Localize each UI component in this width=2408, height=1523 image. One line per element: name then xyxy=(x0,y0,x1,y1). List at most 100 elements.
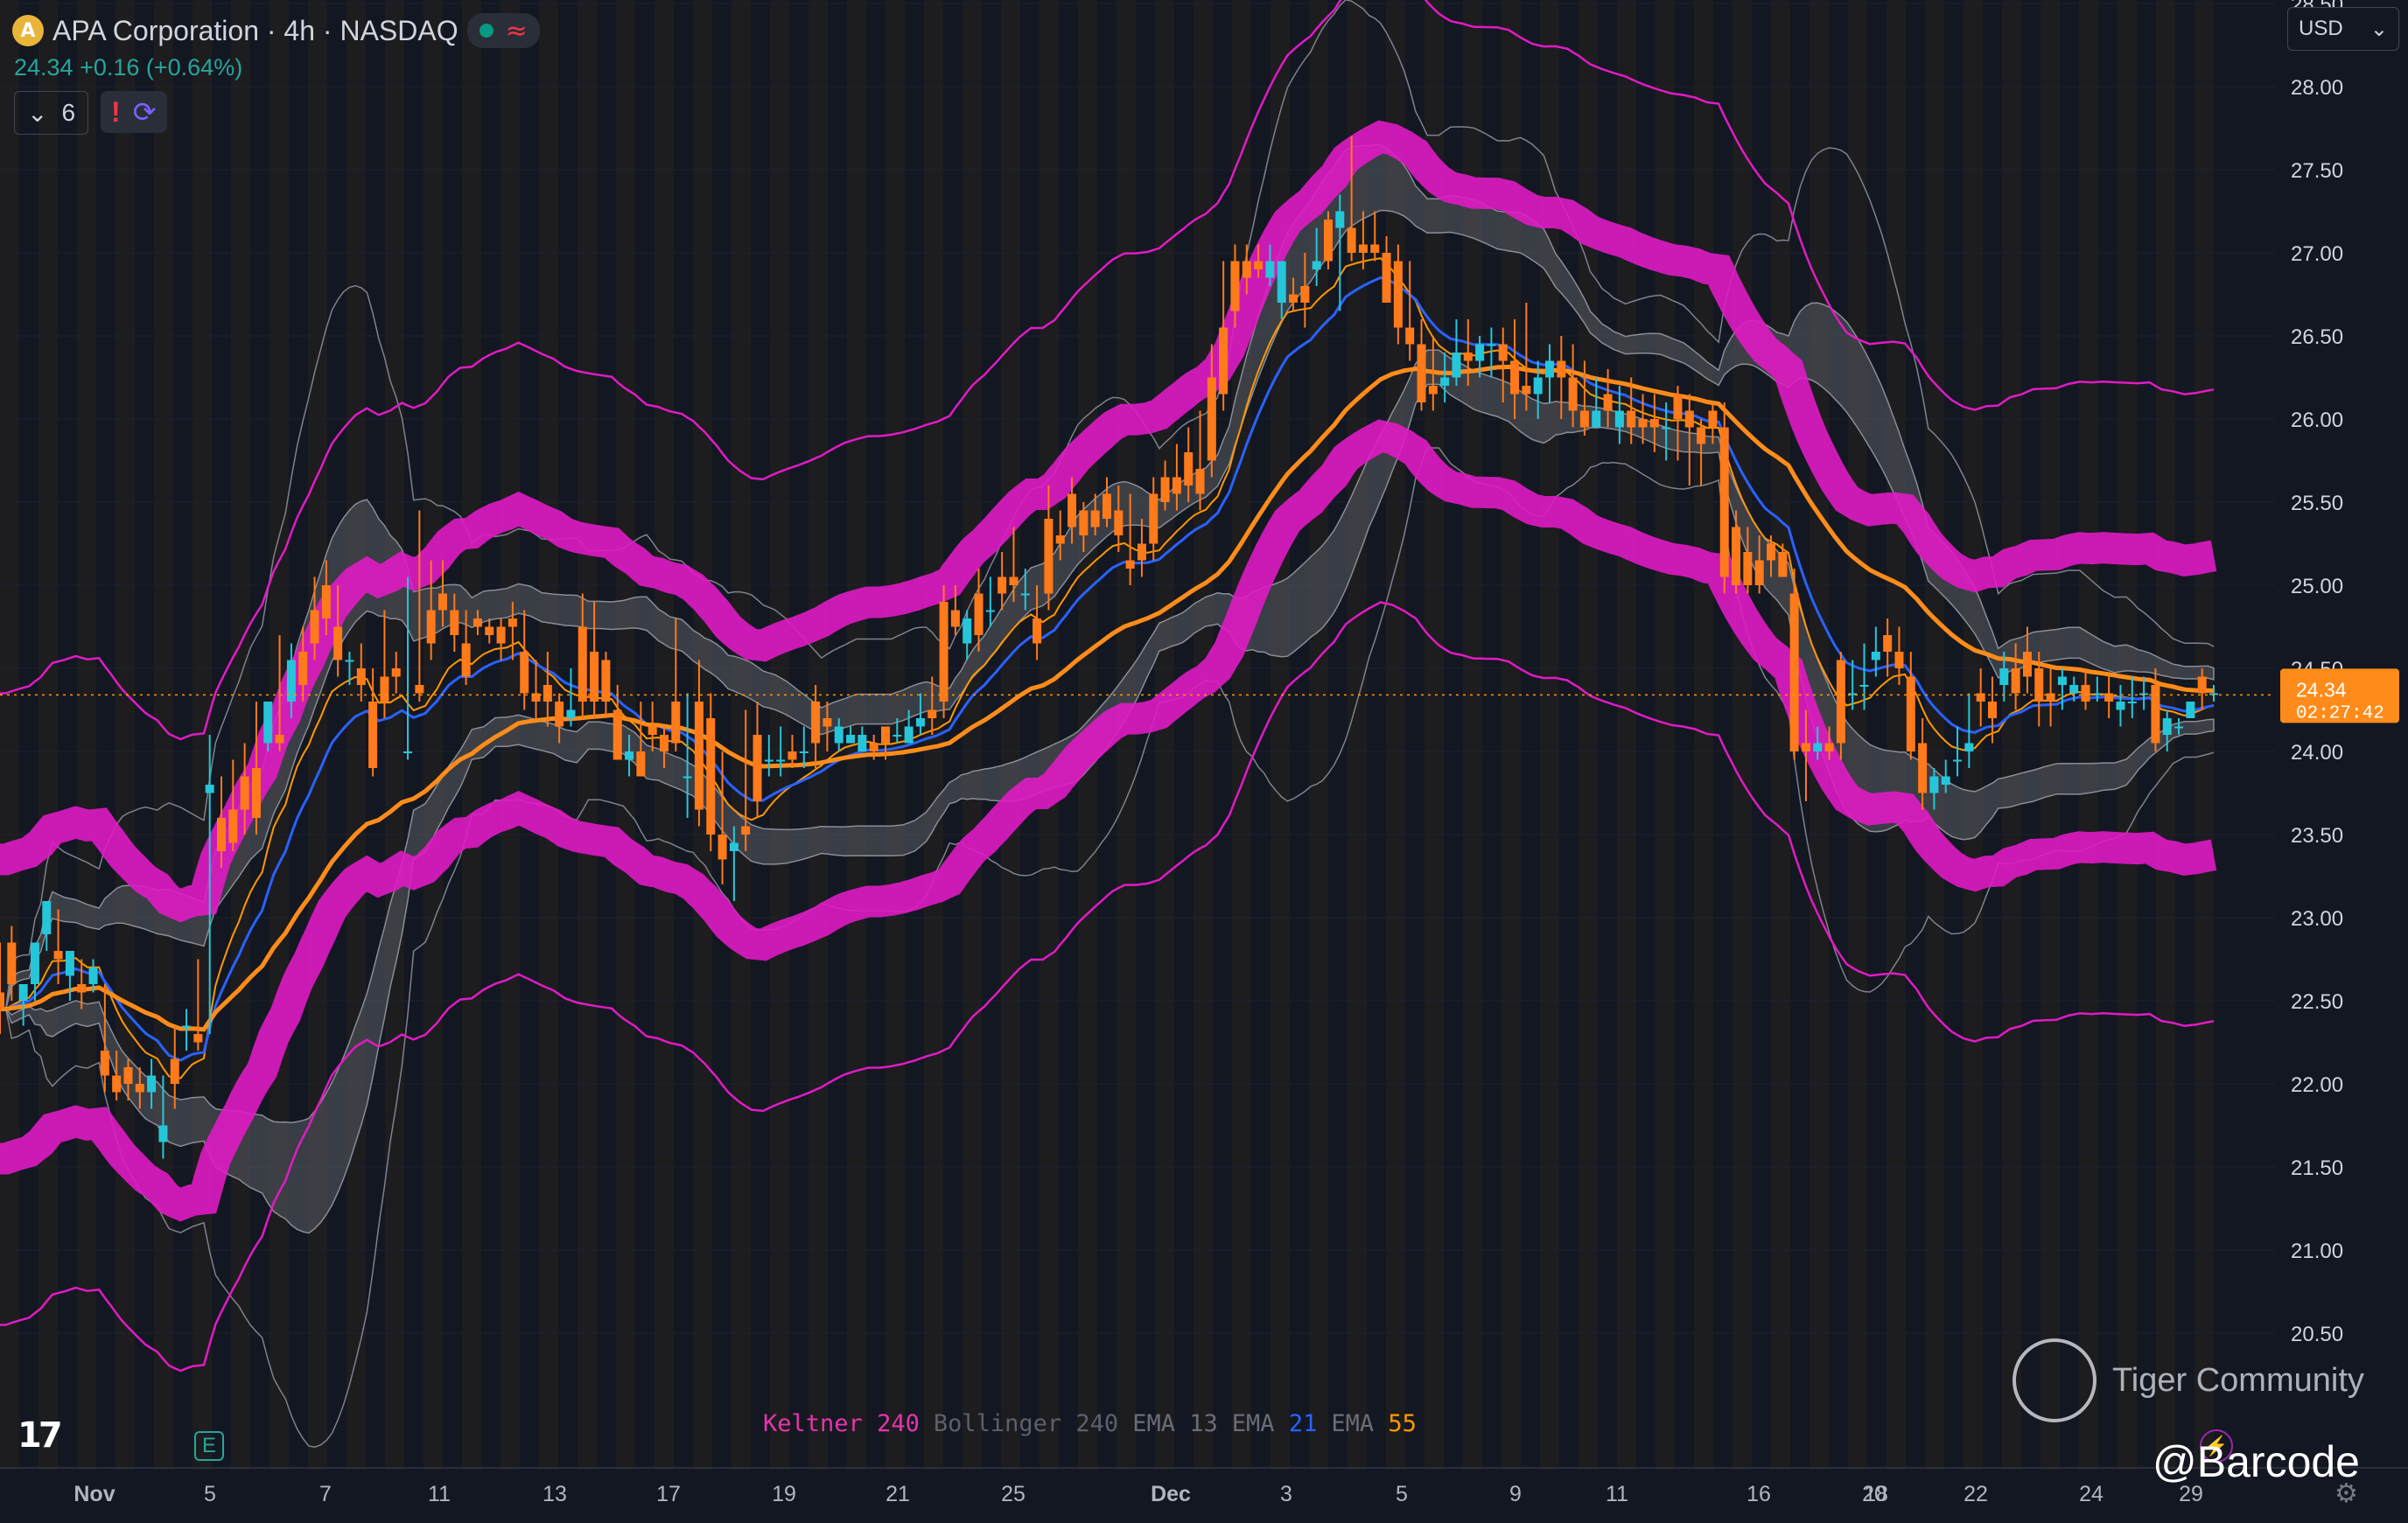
watermark-handle: @Barcode xyxy=(2152,1437,2360,1486)
candle xyxy=(1719,427,1729,577)
candle xyxy=(1417,344,1426,402)
candle xyxy=(1009,576,1018,585)
x-tick-label: 11 xyxy=(1606,1482,1628,1506)
sync-icon: ⟳ xyxy=(132,95,157,129)
candle xyxy=(345,660,354,662)
keltner-lower-band xyxy=(0,419,2217,1222)
session-band xyxy=(77,0,96,1470)
legend-item[interactable]: Bollinger 240 xyxy=(933,1410,1119,1437)
legend-item[interactable]: EMA 13 xyxy=(1132,1410,1218,1437)
settings-icon[interactable]: ⚙ xyxy=(2334,1478,2358,1509)
candle xyxy=(30,942,39,984)
x-tick-label: 21 xyxy=(886,1482,910,1506)
candle xyxy=(275,735,284,744)
earnings-badge[interactable]: E xyxy=(194,1431,224,1461)
candle xyxy=(1767,543,1775,561)
bollinger-outer-upper xyxy=(0,0,2215,1010)
candle xyxy=(1452,353,1461,378)
candle xyxy=(88,968,98,984)
indicator-legend: Keltner 240 Bollinger 240 EMA 13 EMA 21 … xyxy=(763,1410,1417,1437)
x-tick-label: 11 xyxy=(428,1482,451,1506)
candle xyxy=(1044,519,1054,594)
currency-select[interactable]: USD ⌄ xyxy=(2287,7,2399,51)
alert-icon: ! xyxy=(111,95,121,128)
candle xyxy=(1836,660,1845,744)
candle xyxy=(251,768,261,818)
legend-item[interactable]: EMA 21 xyxy=(1231,1410,1318,1437)
tradingview-logo[interactable]: 17 xyxy=(18,1415,63,1456)
candle xyxy=(147,1075,157,1093)
x-tick-label: 5 xyxy=(1396,1482,1408,1506)
candle xyxy=(1988,702,1997,718)
y-tick-label: 23.50 xyxy=(2291,824,2343,848)
currency-label: USD xyxy=(2299,17,2343,40)
legend-item[interactable]: EMA 55 xyxy=(1331,1410,1417,1437)
candle xyxy=(2162,718,2172,735)
session-band xyxy=(2002,0,2021,1470)
candle xyxy=(764,759,774,762)
session-band xyxy=(1001,0,1020,1470)
session-band xyxy=(2040,0,2060,1470)
candle xyxy=(403,751,413,753)
x-tick-label: 29 xyxy=(2179,1482,2203,1506)
candle xyxy=(2151,685,2160,744)
session-band xyxy=(962,0,982,1470)
bollinger-outer-lower xyxy=(0,447,2215,1448)
session-band xyxy=(1348,0,1367,1470)
session-band xyxy=(1964,0,1983,1470)
candle xyxy=(846,735,856,744)
keltner-upper-band xyxy=(0,120,2217,923)
watermark-brand: Tiger Community xyxy=(2112,1361,2364,1399)
candle xyxy=(998,576,1007,594)
candle xyxy=(1032,618,1042,644)
indicator-toggle-button[interactable]: ⌄ 6 xyxy=(14,91,89,135)
session-band xyxy=(924,0,943,1470)
candle xyxy=(7,942,17,984)
bollinger-upper-band xyxy=(0,143,2215,1010)
candle xyxy=(648,726,657,735)
candle xyxy=(2139,693,2149,695)
candle xyxy=(1242,261,1251,278)
watermark: Tiger Community xyxy=(2012,1338,2364,1422)
candle xyxy=(1603,394,1613,411)
candle xyxy=(2011,668,2020,694)
candle xyxy=(1801,743,1810,751)
candle xyxy=(1999,668,2009,685)
candle xyxy=(1673,394,1683,419)
candle xyxy=(1428,386,1438,395)
session-band xyxy=(231,0,250,1470)
x-tick-label: 18 xyxy=(1864,1482,1888,1506)
candle xyxy=(1697,427,1706,444)
candle xyxy=(752,735,762,801)
candle xyxy=(426,610,436,644)
candle xyxy=(1627,410,1636,428)
candle xyxy=(2069,685,2079,694)
candle xyxy=(706,718,716,835)
candle xyxy=(1941,776,1950,785)
candle xyxy=(520,652,529,694)
y-tick-label: 27.50 xyxy=(2291,159,2343,183)
candle xyxy=(1638,419,1648,428)
candle xyxy=(2104,693,2114,702)
alert-status-pill[interactable]: ! ⟳ xyxy=(101,91,167,133)
candle xyxy=(1114,510,1124,535)
candle xyxy=(217,818,226,851)
chevron-down-icon: ⌄ xyxy=(27,99,48,127)
y-tick-label: 20.50 xyxy=(2291,1323,2343,1346)
symbol-title[interactable]: APA Corporation · 4h · NASDAQ xyxy=(52,14,458,46)
candle xyxy=(496,626,506,644)
candle xyxy=(1393,261,1403,328)
session-band xyxy=(308,0,327,1470)
candle xyxy=(321,585,331,618)
market-status-pill[interactable]: ≈ xyxy=(466,13,540,48)
session-band xyxy=(1232,0,1251,1470)
candle xyxy=(788,751,797,760)
candle xyxy=(1545,360,1554,378)
candle xyxy=(1172,477,1181,494)
candle xyxy=(776,759,786,762)
candle xyxy=(799,751,808,753)
candle xyxy=(1533,377,1543,395)
legend-item[interactable]: Keltner 240 xyxy=(763,1410,920,1437)
flash-icon[interactable]: ⚡ xyxy=(2200,1429,2233,1463)
